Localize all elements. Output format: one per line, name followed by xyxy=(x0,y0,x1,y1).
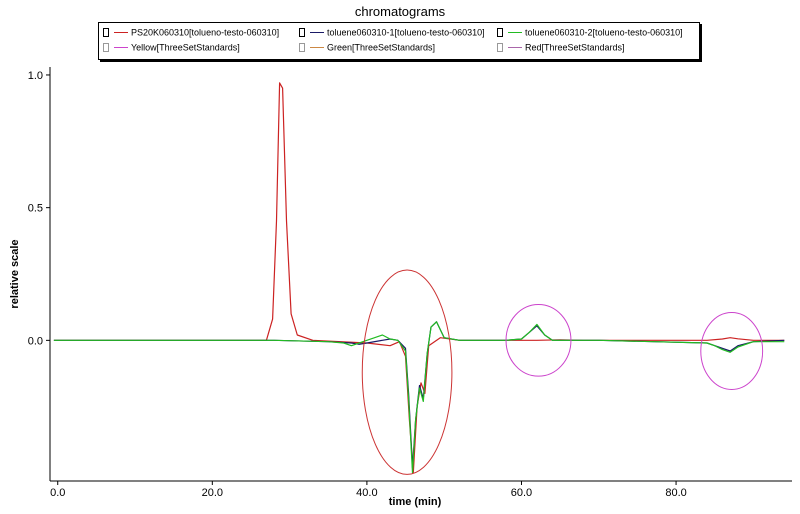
legend-swatch xyxy=(114,47,128,49)
series-layer xyxy=(53,82,785,474)
x-axis-title: time (min) xyxy=(389,496,442,508)
legend-item-green[interactable]: Green[ThreeSetStandards] xyxy=(299,42,435,53)
legend-item-ps20k[interactable]: PS20K060310[tolueno-testo-060310] xyxy=(103,27,279,38)
legend: PS20K060310[tolueno-testo-060310] toluen… xyxy=(98,22,700,60)
x-tick-label: 80.0 xyxy=(665,487,686,499)
series-line-2 xyxy=(53,321,785,474)
legend-label: toluene060310-2[tolueno-testo-060310] xyxy=(525,27,683,38)
y-axis-title: relative scale xyxy=(9,239,21,308)
y-tick-label: 0.5 xyxy=(28,203,43,215)
legend-swatch xyxy=(508,47,522,49)
legend-checkbox[interactable] xyxy=(497,28,503,38)
annotation-ellipse-0 xyxy=(361,269,453,475)
legend-label: Yellow[ThreeSetStandards] xyxy=(131,42,240,53)
x-tick-label: 20.0 xyxy=(202,487,223,499)
chart-title: chromatograms xyxy=(354,4,446,19)
legend-swatch xyxy=(310,47,324,49)
legend-checkbox[interactable] xyxy=(299,28,305,38)
legend-label: Green[ThreeSetStandards] xyxy=(327,42,436,53)
y-tick-label: 1.0 xyxy=(28,70,43,82)
legend-swatch xyxy=(508,32,522,34)
legend-label: PS20K060310[tolueno-testo-060310] xyxy=(131,27,280,38)
x-ticks: 0.0 20.0 40.0 60.0 80.0 xyxy=(50,481,687,499)
legend-swatch xyxy=(114,32,128,34)
legend-checkbox[interactable] xyxy=(497,43,503,53)
legend-item-red[interactable]: Red[ThreeSetStandards] xyxy=(497,42,625,53)
x-tick-label: 60.0 xyxy=(511,487,532,499)
legend-checkbox[interactable] xyxy=(103,43,109,53)
legend-item-toluene-1[interactable]: toluene060310-1[tolueno-testo-060310] xyxy=(299,27,485,38)
y-ticks: 1.0 0.5 0.0 xyxy=(28,70,50,347)
legend-item-yellow[interactable]: Yellow[ThreeSetStandards] xyxy=(103,42,240,53)
annotation-ellipse-1 xyxy=(505,304,572,377)
x-tick-label: 40.0 xyxy=(356,487,377,499)
legend-label: Red[ThreeSetStandards] xyxy=(525,42,625,53)
legend-item-toluene-2[interactable]: toluene060310-2[tolueno-testo-060310] xyxy=(497,27,683,38)
legend-checkbox[interactable] xyxy=(299,43,305,53)
annotation-layer xyxy=(361,269,764,475)
legend-label: toluene060310-1[tolueno-testo-060310] xyxy=(327,27,485,38)
annotation-ellipse-2 xyxy=(700,311,764,390)
y-tick-label: 0.0 xyxy=(28,335,43,347)
series-line-0 xyxy=(53,82,785,474)
legend-swatch xyxy=(310,32,324,34)
legend-checkbox[interactable] xyxy=(103,28,109,38)
x-tick-label: 0.0 xyxy=(50,487,65,499)
